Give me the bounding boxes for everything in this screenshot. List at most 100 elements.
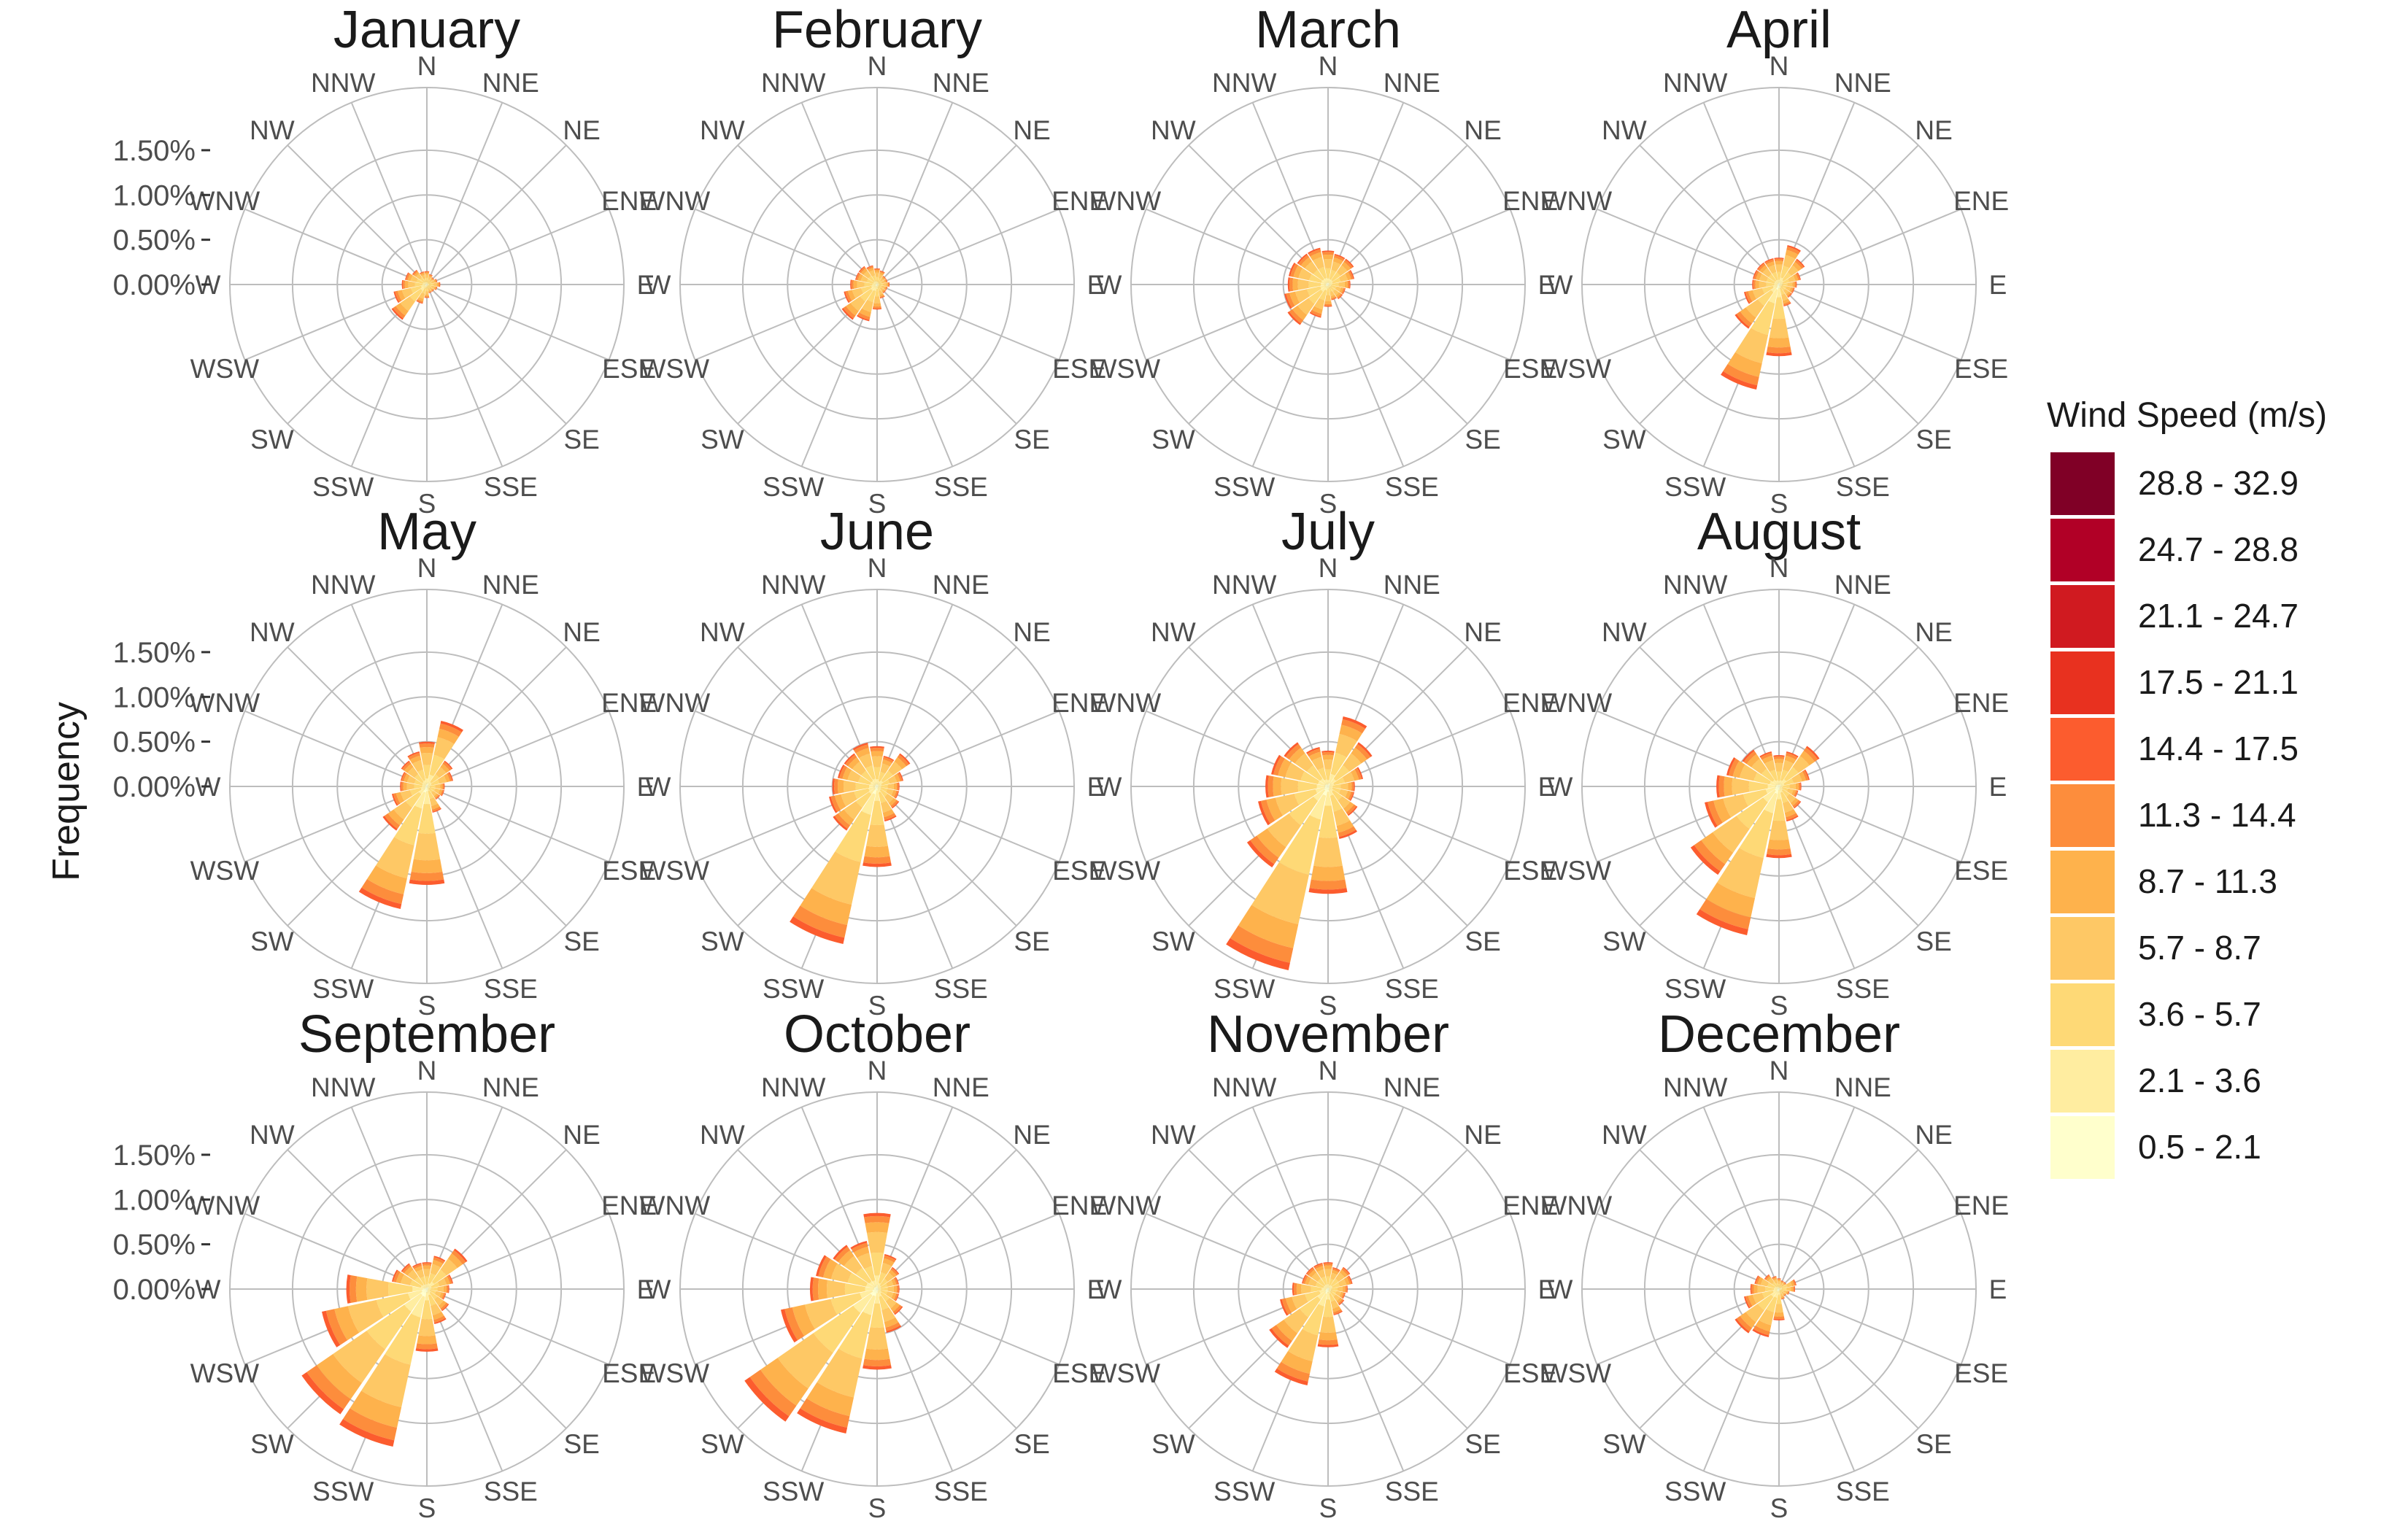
bar-segment bbox=[888, 761, 903, 775]
bar-segment bbox=[427, 783, 429, 786]
direction-label: S bbox=[418, 991, 436, 1021]
panel-title: April bbox=[1726, 1, 1832, 59]
bar-segment bbox=[1316, 784, 1325, 789]
bar-segment bbox=[1793, 1286, 1795, 1292]
bar-segment bbox=[408, 1290, 422, 1300]
spoke bbox=[876, 1288, 1017, 1429]
bar-segment bbox=[417, 297, 424, 302]
bar-segment bbox=[1734, 314, 1750, 329]
bar-segment bbox=[880, 277, 884, 282]
direction-label: NNW bbox=[1212, 68, 1276, 98]
bar-segment bbox=[1328, 786, 1330, 787]
bar-segment bbox=[1764, 760, 1776, 773]
bar-segment bbox=[431, 289, 434, 292]
spoke bbox=[1251, 1107, 1329, 1290]
bar-segment bbox=[874, 268, 880, 271]
direction-label: WSW bbox=[190, 1358, 260, 1388]
bar-segment bbox=[1332, 784, 1341, 789]
direction-label: N bbox=[1770, 51, 1789, 81]
bar-segment bbox=[878, 1272, 887, 1284]
direction-label: NW bbox=[1602, 115, 1647, 145]
panel-march: MarchNNNENEENEEESESESSESSSWSWWSWWWNWNWNN… bbox=[1091, 1, 1559, 519]
bar-segment bbox=[1746, 754, 1760, 767]
panel-title: September bbox=[298, 1005, 555, 1064]
bar-segment bbox=[441, 1304, 449, 1312]
bar-segment bbox=[1309, 312, 1321, 318]
bar-segment bbox=[800, 1398, 850, 1428]
bar-segment bbox=[306, 1365, 351, 1409]
bar-segment bbox=[401, 772, 407, 782]
bar-segment bbox=[1779, 285, 1781, 289]
bar-segment bbox=[1769, 820, 1789, 840]
bar-segment bbox=[1794, 281, 1797, 288]
bar-segment bbox=[1759, 274, 1769, 282]
bar-segment bbox=[424, 297, 430, 298]
bar-segment bbox=[875, 285, 877, 287]
bar-segment bbox=[1321, 250, 1335, 252]
bar-segment bbox=[887, 783, 895, 790]
legend-label: 3.6 - 5.7 bbox=[2138, 995, 2261, 1033]
bar-segment bbox=[438, 282, 440, 287]
direction-label: SSW bbox=[763, 1477, 824, 1506]
bar-segment bbox=[1257, 828, 1286, 858]
bar-segment bbox=[1349, 270, 1354, 279]
legend-label: 17.5 - 21.1 bbox=[2138, 663, 2299, 701]
bar-segment bbox=[890, 1267, 899, 1276]
bar-segment bbox=[878, 1287, 881, 1289]
bar-segment bbox=[886, 282, 889, 287]
bar-segment bbox=[395, 1272, 405, 1284]
bar-segment bbox=[1336, 820, 1354, 833]
bar-segment bbox=[1351, 747, 1367, 764]
bar-segment bbox=[1780, 1280, 1784, 1283]
bar-segment bbox=[1306, 747, 1320, 754]
bar-segment bbox=[1319, 1289, 1327, 1294]
direction-label: WNW bbox=[1542, 186, 1613, 216]
bar-segment bbox=[1690, 845, 1721, 875]
bar-segment bbox=[1777, 784, 1779, 786]
bar-segment bbox=[1328, 1288, 1330, 1289]
panel-title: February bbox=[772, 1, 982, 59]
direction-label: NE bbox=[1013, 617, 1050, 647]
bar-segment bbox=[898, 772, 903, 781]
bar-segment bbox=[392, 793, 398, 806]
bar-segment bbox=[876, 283, 877, 285]
bar-segment bbox=[424, 786, 427, 789]
bar-segment bbox=[847, 290, 856, 301]
direction-label: NNE bbox=[933, 68, 989, 98]
bar-segment bbox=[1331, 1269, 1339, 1275]
bar-segment bbox=[1306, 1267, 1315, 1276]
bar-segment bbox=[1790, 797, 1799, 806]
bar-segment bbox=[433, 737, 455, 759]
direction-label: N bbox=[417, 51, 437, 81]
bar-segment bbox=[1782, 272, 1791, 282]
bar-segment bbox=[425, 272, 429, 275]
bar-segment bbox=[420, 752, 433, 766]
direction-label: NE bbox=[1464, 617, 1501, 647]
bar-segment bbox=[1328, 285, 1330, 287]
bar-segment bbox=[1319, 805, 1338, 838]
bar-segment bbox=[421, 274, 426, 279]
bar-segment bbox=[834, 794, 846, 811]
bar-segment bbox=[1779, 283, 1780, 285]
bar-segment bbox=[1732, 778, 1750, 795]
bar-segment bbox=[441, 789, 444, 797]
bar-segment bbox=[1777, 1278, 1781, 1280]
bar-segment bbox=[1328, 284, 1330, 285]
bar-segment bbox=[1341, 719, 1366, 734]
direction-label: SW bbox=[1151, 1429, 1195, 1459]
bar-segment bbox=[865, 1283, 875, 1289]
bar-segment bbox=[433, 286, 436, 290]
bar-segment bbox=[877, 1288, 879, 1289]
direction-label: E bbox=[1538, 1274, 1556, 1304]
bar-segment bbox=[1779, 284, 1780, 285]
bar-segment bbox=[865, 765, 876, 780]
bar-segment bbox=[1783, 255, 1796, 268]
direction-label: W bbox=[646, 772, 671, 802]
bar-segment bbox=[428, 290, 431, 293]
bar-segment bbox=[412, 270, 418, 276]
bar-segment bbox=[420, 1276, 426, 1285]
spoke bbox=[876, 284, 954, 467]
spoke bbox=[1778, 1107, 1856, 1290]
bar-segment bbox=[892, 801, 900, 809]
spoke bbox=[426, 786, 503, 969]
